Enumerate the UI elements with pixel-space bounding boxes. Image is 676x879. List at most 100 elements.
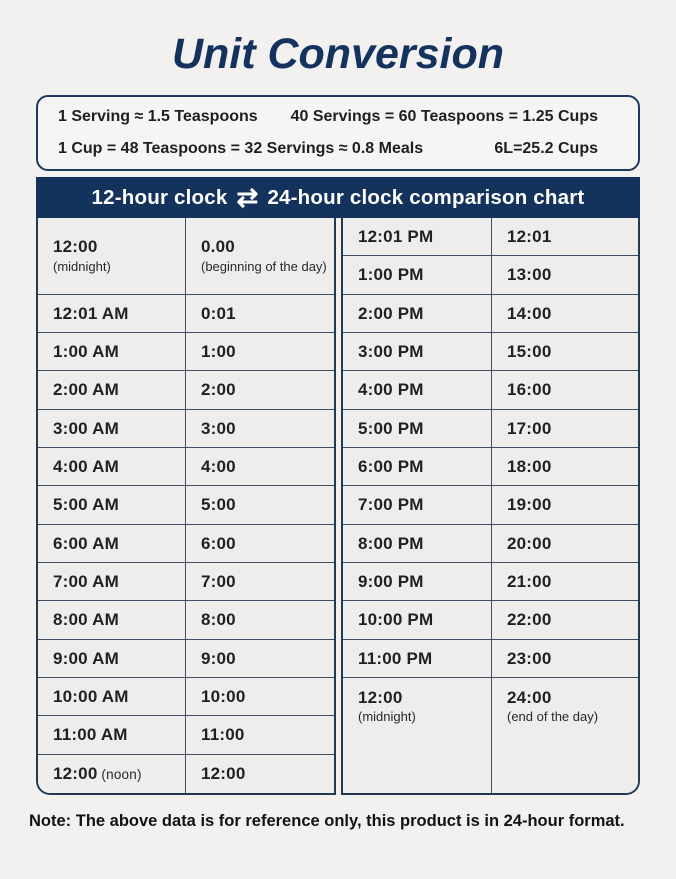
table-cell: 8:00 xyxy=(186,601,334,640)
time-value: 8:00 PM xyxy=(358,533,424,553)
time-value: 11:00 PM xyxy=(358,648,433,668)
table-cell: 12:00 (midnight) xyxy=(343,677,492,793)
table-cell: 12:01 PM xyxy=(343,218,492,257)
conversion-cup-meals: 1 Cup = 48 Teaspoons = 32 Servings ≈ 0.8… xyxy=(58,140,424,157)
time-value: 11:00 AM xyxy=(53,725,128,745)
comparison-tables: 12:00 (midnight) 0.00 (beginning of the day… xyxy=(36,218,640,795)
time-value: 16:00 xyxy=(507,380,552,400)
table-cell: 12:01 xyxy=(492,218,638,257)
table-cell: 1:00 xyxy=(186,332,334,372)
time-value: 24:00 xyxy=(507,687,552,707)
table-cell: 11:00 xyxy=(186,716,334,755)
time-annotation: (midnight) xyxy=(53,258,111,274)
table-cell: 0.00 (beginning of the day) xyxy=(186,218,334,295)
table-cell: 17:00 xyxy=(492,409,638,448)
table-cell: 11:00 AM xyxy=(38,716,186,755)
time-value: 6:00 PM xyxy=(358,457,424,477)
time-value: 12:00 xyxy=(358,687,403,707)
time-annotation: (midnight) xyxy=(358,709,416,725)
conversion-servings-cups: 40 Servings = 60 Teaspoons = 1.25 Cups xyxy=(290,108,598,125)
time-value: 0.00 xyxy=(201,237,235,257)
time-value: 23:00 xyxy=(507,648,552,668)
table-cell: 3:00 xyxy=(186,409,334,448)
time-value: 7:00 PM xyxy=(358,495,424,515)
table-cell: 8:00 AM xyxy=(38,601,186,640)
time-value: 12:00 xyxy=(53,237,98,257)
table-cell: 16:00 xyxy=(492,371,638,410)
time-value: 15:00 xyxy=(507,342,552,362)
page-title: Unit Conversion xyxy=(171,30,505,78)
conversion-line-2: 1 Cup = 48 Teaspoons = 32 Servings ≈ 0.8… xyxy=(58,140,598,158)
time-value: 11:00 xyxy=(201,725,245,745)
time-value: 0:01 xyxy=(201,303,236,323)
time-value: 12:01 xyxy=(507,227,552,247)
table-cell: 20:00 xyxy=(492,524,638,563)
time-value: 12:01 AM xyxy=(53,303,129,323)
time-value: 14:00 xyxy=(507,303,552,323)
table-cell: 6:00 xyxy=(186,524,334,563)
am-comparison-table: 12:00 (midnight) 0.00 (beginning of the day… xyxy=(36,218,336,795)
table-cell: 2:00 xyxy=(186,371,334,410)
table-cell: 21:00 xyxy=(492,562,638,602)
time-value: 10:00 PM xyxy=(358,610,434,630)
conversion-line-1: 1 Serving ≈ 1.5 Teaspoons 40 Servings = … xyxy=(58,108,598,126)
time-annotation: (beginning of the day) xyxy=(201,258,327,274)
time-value: 6:00 AM xyxy=(53,533,119,553)
table-cell: 4:00 PM xyxy=(343,371,492,410)
time-value: 2:00 PM xyxy=(358,303,424,323)
time-value: 7:00 AM xyxy=(53,572,119,592)
time-value: 4:00 PM xyxy=(358,380,424,400)
time-value: 3:00 AM xyxy=(53,418,119,438)
table-cell: 14:00 xyxy=(492,294,638,333)
time-value: 5:00 PM xyxy=(358,418,424,438)
table-cell: 8:00 PM xyxy=(343,524,492,563)
time-value: 8:00 AM xyxy=(53,610,119,630)
unit-conversion-card: Unit Conversion 1 Serving ≈ 1.5 Teaspoon… xyxy=(29,0,640,831)
table-cell: 6:00 AM xyxy=(38,524,186,563)
table-cell: 10:00 PM xyxy=(343,601,492,640)
table-cell: 12:00 (midnight) xyxy=(38,218,186,295)
time-value: 12:01 PM xyxy=(358,227,434,247)
header-12-hour-label: 12-hour clock xyxy=(91,185,228,209)
table-cell: 4:00 xyxy=(186,447,334,487)
time-value: 17:00 xyxy=(507,418,552,438)
table-cell: 12:00 xyxy=(186,754,334,793)
table-cell: 9:00 xyxy=(186,639,334,678)
time-value: 1:00 PM xyxy=(358,265,424,285)
comparison-chart-header: 12-hour clock ⇄ 24-hour clock comparison… xyxy=(36,177,640,218)
time-annotation: (end of the day) xyxy=(507,709,599,725)
conversion-serving-teaspoons: 1 Serving ≈ 1.5 Teaspoons xyxy=(58,108,258,125)
table-cell: 12:01 AM xyxy=(38,294,186,333)
header-24-hour-label: 24-hour clock comparison chart xyxy=(267,185,585,209)
table-cell: 7:00 PM xyxy=(343,486,492,525)
conversion-box: 1 Serving ≈ 1.5 Teaspoons 40 Servings = … xyxy=(36,95,640,171)
table-cell: 23:00 xyxy=(492,639,638,678)
table-cell: 4:00 AM xyxy=(38,447,186,487)
table-cell: 6:00 PM xyxy=(343,447,492,487)
table-cell: 11:00 PM xyxy=(343,639,492,678)
time-value: 21:00 xyxy=(507,572,552,592)
time-value: 4:00 xyxy=(201,457,236,477)
time-value: 9:00 PM xyxy=(358,572,424,592)
time-value: 3:00 xyxy=(201,418,236,438)
time-value: 3:00 PM xyxy=(358,342,424,362)
time-value: 2:00 xyxy=(201,380,236,400)
time-value: 1:00 AM xyxy=(53,342,119,362)
table-cell: 7:00 xyxy=(186,562,334,602)
time-value: 10:00 xyxy=(201,687,246,707)
time-value: 1:00 xyxy=(201,342,236,362)
table-cell: 0:01 xyxy=(186,294,334,333)
time-value: 6:00 xyxy=(201,533,236,553)
table-cell: 10:00 xyxy=(186,677,334,717)
time-value: 18:00 xyxy=(507,457,552,477)
table-cell: 2:00 AM xyxy=(38,371,186,410)
table-cell: 9:00 PM xyxy=(343,562,492,602)
table-cell: 5:00 xyxy=(186,486,334,525)
time-value: 12:00 (noon) xyxy=(53,764,142,784)
time-value: 10:00 AM xyxy=(53,687,129,707)
time-value: 7:00 xyxy=(201,572,236,592)
time-annotation: (noon) xyxy=(97,767,142,783)
table-cell: 1:00 AM xyxy=(38,332,186,372)
table-cell: 2:00 PM xyxy=(343,294,492,333)
time-value: 5:00 AM xyxy=(53,495,119,515)
